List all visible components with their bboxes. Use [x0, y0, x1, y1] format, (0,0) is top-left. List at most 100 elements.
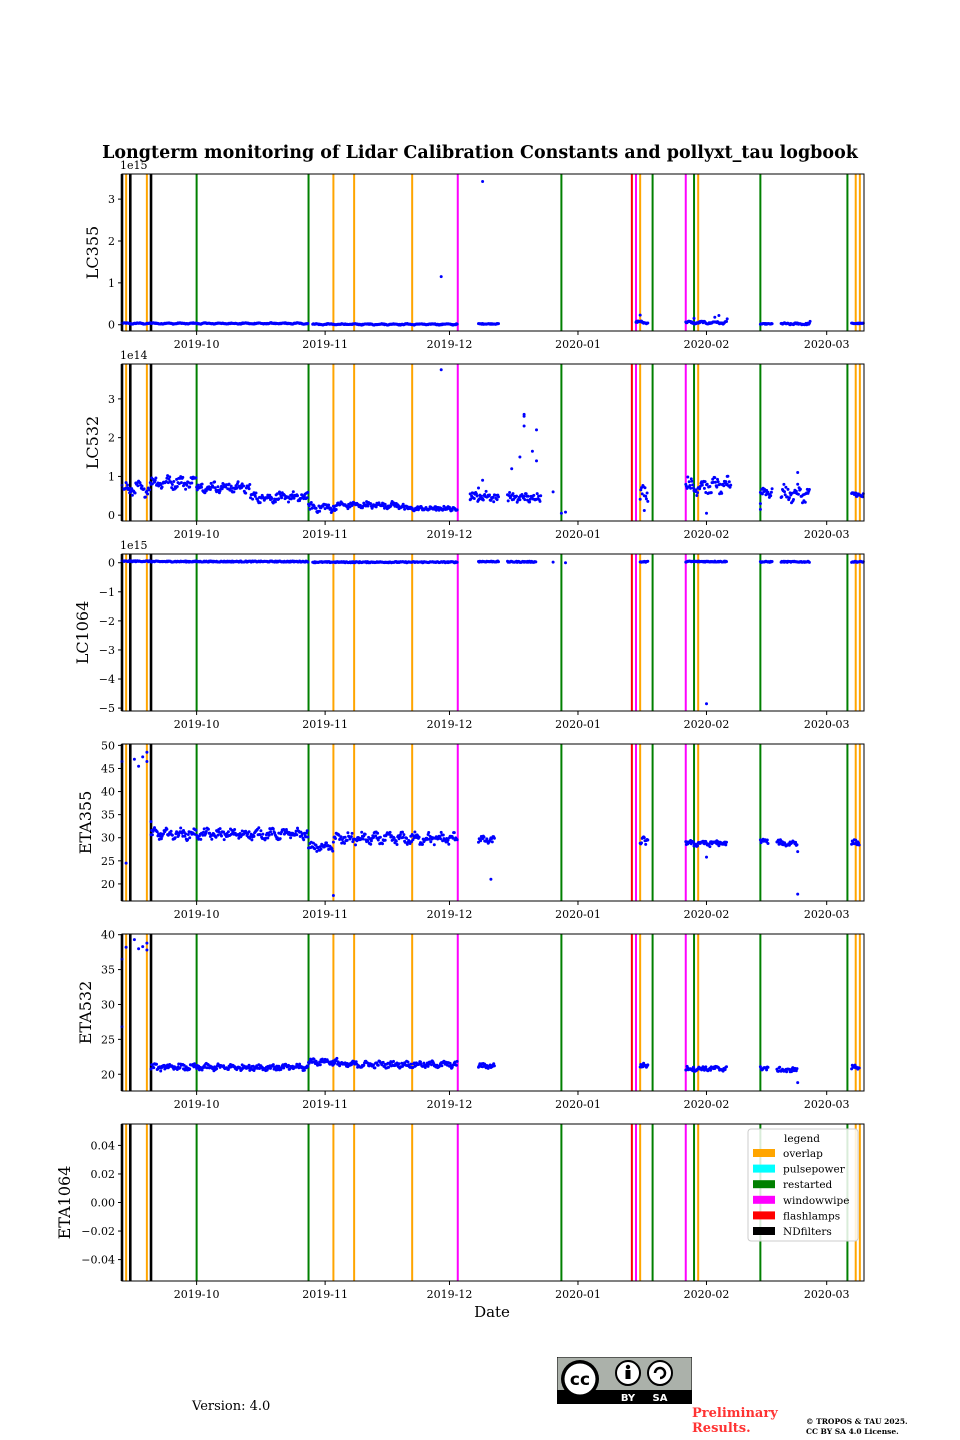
data-point [153, 478, 157, 482]
data-point [327, 503, 331, 507]
data-point [638, 313, 642, 317]
data-point [421, 842, 424, 846]
x-tick-label: 2020-02 [684, 908, 730, 921]
data-point [178, 1066, 182, 1070]
x-tick-label: 2019-12 [427, 1098, 473, 1111]
data-point [141, 755, 145, 759]
x-tick-label: 2019-11 [302, 1288, 348, 1301]
legend: legend overlap pulsepower restarted windowwi… [747, 1128, 859, 1242]
data-point [204, 830, 208, 833]
data-point [374, 834, 378, 838]
data-point [132, 938, 136, 942]
data-point [688, 484, 692, 487]
data-point [796, 850, 800, 854]
data-point [511, 492, 515, 496]
data-point [439, 275, 443, 279]
data-point [170, 483, 174, 486]
data-point [313, 847, 317, 851]
data-point [331, 849, 335, 853]
data-point [432, 843, 436, 847]
data-point [302, 838, 306, 842]
data-point [137, 947, 141, 951]
data-point [273, 500, 277, 504]
data-point [338, 1064, 342, 1068]
y-tick-label: 0 [108, 319, 115, 332]
data-point [331, 840, 335, 844]
data-point [518, 498, 522, 502]
panel-eta1064: −0.04 −0.02 0.00 0.02 0.04 2019-10 2019-11 2019… [55, 1123, 865, 1301]
data-point [130, 493, 134, 497]
data-point [150, 482, 154, 486]
data-point [783, 493, 787, 497]
data-point [403, 507, 407, 511]
data-point [564, 510, 567, 514]
x-axis-label: Date [474, 1303, 510, 1321]
data-point [709, 1068, 713, 1072]
x-tick-label: 2020-01 [555, 1288, 601, 1301]
data-point [216, 485, 220, 489]
data-point [523, 498, 527, 502]
data-point [691, 483, 695, 487]
y-tick-label: 35 [101, 964, 115, 977]
panel-eta355: 20 25 30 35 40 45 50 2019-10 2019-11 2019-12 2020-… [76, 739, 865, 921]
data-point [141, 945, 145, 949]
data-point [452, 831, 456, 835]
data-point [455, 322, 459, 326]
data-point [242, 484, 246, 488]
data-point [296, 826, 299, 830]
data-point [185, 483, 189, 487]
data-point [222, 838, 226, 842]
data-point [296, 494, 299, 498]
axes-border [121, 553, 865, 712]
data-point [254, 491, 258, 495]
panel-lc355: 0 1 2 3 2019-10 2019-11 2019-12 2020-01 2020-02 2… [83, 159, 865, 351]
data-point [508, 491, 512, 494]
data-point [266, 836, 270, 840]
data-point [760, 492, 764, 496]
data-point [350, 831, 354, 835]
preliminary-note: Preliminary Results. [692, 1406, 778, 1436]
x-tick-label: 2020-03 [804, 1098, 850, 1111]
data-point [861, 495, 865, 499]
data-point [479, 839, 483, 843]
y-tick-label: −2 [99, 615, 115, 628]
data-point [689, 477, 693, 481]
data-point [409, 1062, 413, 1066]
data-point [551, 560, 555, 564]
data-point [522, 494, 526, 498]
data-point [320, 1057, 324, 1061]
data-point [179, 481, 183, 485]
data-point [149, 1067, 153, 1071]
data-point [472, 497, 476, 500]
data-point [515, 494, 518, 498]
data-point [172, 480, 176, 483]
data-point [343, 841, 346, 845]
data-point [644, 497, 648, 501]
copyright-line1: © TROPOS & TAU 2025. [806, 1417, 908, 1426]
data-point [247, 830, 251, 834]
data-point [132, 757, 136, 761]
data-point [376, 831, 380, 835]
data-point [175, 485, 179, 488]
data-point [717, 314, 721, 317]
x-tick-label: 2019-10 [174, 718, 220, 731]
data-point [252, 834, 256, 838]
data-point [782, 482, 786, 486]
data-point [389, 834, 393, 838]
data-point [489, 877, 493, 881]
data-point [713, 315, 717, 319]
data-point [534, 560, 538, 564]
data-point [489, 498, 493, 502]
data-point [484, 489, 488, 493]
data-point [302, 1068, 306, 1072]
data-point [373, 1066, 377, 1070]
data-point [482, 835, 486, 839]
data-point [446, 838, 450, 842]
data-point [495, 498, 499, 502]
data-point [694, 488, 698, 492]
data-point [702, 486, 706, 490]
data-point [642, 509, 646, 512]
data-point [691, 486, 695, 490]
data-point [796, 482, 800, 486]
data-point [795, 1067, 799, 1071]
